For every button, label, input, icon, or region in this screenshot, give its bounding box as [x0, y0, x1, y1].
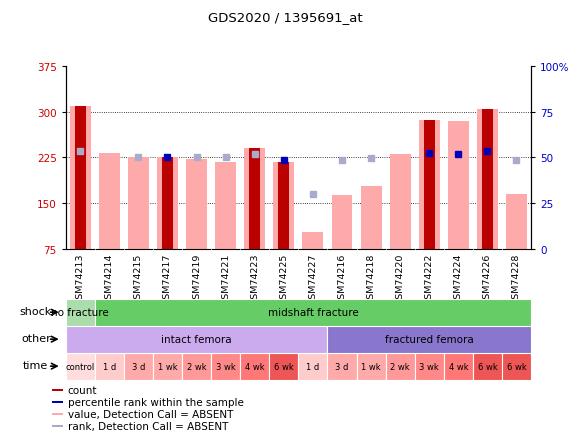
Text: 6 wk: 6 wk: [506, 362, 526, 371]
Bar: [448, 122, 469, 249]
Bar: [52, 425, 63, 427]
Text: 3 d: 3 d: [335, 362, 349, 371]
Text: GSM74225: GSM74225: [279, 253, 288, 304]
Bar: [153, 353, 182, 380]
Text: 4 wk: 4 wk: [245, 362, 264, 371]
Bar: [182, 353, 211, 380]
Text: GSM74223: GSM74223: [250, 253, 259, 305]
Text: 4 wk: 4 wk: [448, 362, 468, 371]
Text: GSM74218: GSM74218: [367, 253, 376, 304]
Bar: [332, 196, 352, 249]
Bar: [502, 353, 531, 380]
Text: 6 wk: 6 wk: [477, 362, 497, 371]
Text: value, Detection Call = ABSENT: value, Detection Call = ABSENT: [68, 409, 233, 419]
Bar: [298, 353, 327, 380]
Text: 3 d: 3 d: [132, 362, 145, 371]
Bar: [186, 159, 207, 249]
Bar: [278, 162, 289, 249]
Bar: [244, 149, 265, 249]
Bar: [75, 106, 86, 249]
Bar: [157, 158, 178, 249]
Text: 1 wk: 1 wk: [361, 362, 381, 371]
Bar: [444, 353, 473, 380]
Text: 1 wk: 1 wk: [158, 362, 177, 371]
Bar: [385, 353, 415, 380]
Text: 1 d: 1 d: [103, 362, 116, 371]
Text: GSM74222: GSM74222: [425, 253, 434, 304]
Text: GSM74228: GSM74228: [512, 253, 521, 304]
Bar: [95, 353, 124, 380]
Text: count: count: [68, 385, 97, 395]
Text: GSM74213: GSM74213: [76, 253, 85, 305]
Bar: [274, 162, 294, 249]
Text: GSM74221: GSM74221: [221, 253, 230, 304]
Bar: [240, 353, 270, 380]
Text: 3 wk: 3 wk: [419, 362, 439, 371]
Bar: [215, 162, 236, 249]
Bar: [270, 353, 298, 380]
Text: GSM74224: GSM74224: [454, 253, 463, 304]
Text: GSM74226: GSM74226: [483, 253, 492, 304]
Text: shock: shock: [20, 306, 52, 316]
Bar: [162, 158, 173, 249]
Text: other: other: [21, 333, 51, 343]
Bar: [327, 353, 356, 380]
Text: GSM74215: GSM74215: [134, 253, 143, 304]
Text: GDS2020 / 1395691_at: GDS2020 / 1395691_at: [208, 11, 363, 24]
Bar: [327, 326, 531, 353]
Text: GSM74220: GSM74220: [396, 253, 405, 304]
Text: midshaft fracture: midshaft fracture: [268, 308, 358, 317]
Bar: [477, 110, 498, 249]
Bar: [389, 155, 411, 249]
Bar: [128, 158, 149, 249]
Text: GSM74217: GSM74217: [163, 253, 172, 304]
Text: 2 wk: 2 wk: [391, 362, 410, 371]
Bar: [415, 353, 444, 380]
Text: GSM74227: GSM74227: [308, 253, 317, 304]
Bar: [361, 187, 381, 249]
Bar: [419, 120, 440, 249]
Bar: [356, 353, 385, 380]
Bar: [124, 353, 153, 380]
Text: rank, Detection Call = ABSENT: rank, Detection Call = ABSENT: [68, 421, 228, 431]
Bar: [473, 353, 502, 380]
Text: 3 wk: 3 wk: [216, 362, 235, 371]
Text: time: time: [23, 360, 49, 370]
Bar: [249, 149, 260, 249]
Text: control: control: [66, 362, 95, 371]
Bar: [52, 413, 63, 415]
Bar: [303, 233, 323, 249]
Text: GSM74214: GSM74214: [105, 253, 114, 304]
Bar: [66, 326, 327, 353]
Bar: [211, 353, 240, 380]
Text: 2 wk: 2 wk: [187, 362, 206, 371]
Text: intact femora: intact femora: [161, 335, 232, 344]
Bar: [99, 154, 120, 249]
Text: GSM74216: GSM74216: [337, 253, 347, 304]
Bar: [424, 120, 435, 249]
Bar: [506, 194, 527, 249]
Bar: [482, 110, 493, 249]
Text: 1 d: 1 d: [306, 362, 320, 371]
Text: 6 wk: 6 wk: [274, 362, 293, 371]
Text: percentile rank within the sample: percentile rank within the sample: [68, 397, 244, 407]
Bar: [52, 401, 63, 403]
Bar: [66, 299, 95, 326]
Bar: [52, 389, 63, 391]
Text: GSM74219: GSM74219: [192, 253, 201, 304]
Text: no fracture: no fracture: [51, 308, 109, 317]
Bar: [70, 106, 91, 249]
Bar: [66, 353, 95, 380]
Text: fractured femora: fractured femora: [385, 335, 473, 344]
